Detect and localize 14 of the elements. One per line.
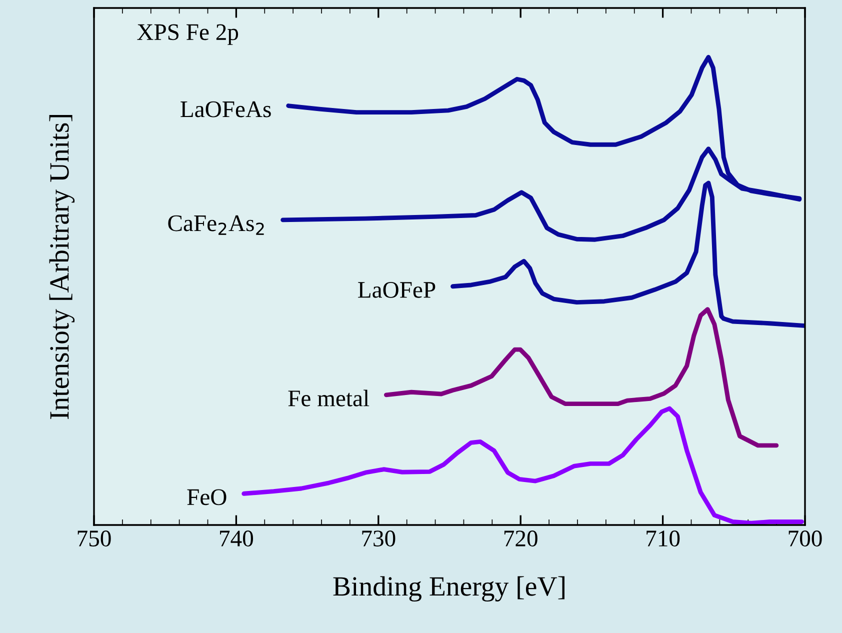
- y-axis-title: Intensioty [Arbitrary Units]: [49, 115, 75, 420]
- x-axis-title: Binding Energy [eV]: [333, 576, 564, 602]
- x-tick-label: 740: [220, 530, 254, 546]
- x-tick-label: 750: [78, 530, 111, 546]
- series-label: CaFe$_{2}$As$_{2}$: [168, 215, 264, 235]
- x-tick-label: 730: [362, 530, 396, 546]
- text: XPS Fe 2p: [137, 24, 238, 45]
- x-tick-label: 700: [788, 530, 822, 546]
- series-label: LaOFeAs: [180, 101, 271, 118]
- series-label: Fe metal: [288, 390, 370, 406]
- x-tick-label: 720: [504, 530, 538, 546]
- x-tick-label: 710: [646, 530, 680, 546]
- series-label: LaOFeP: [358, 282, 436, 298]
- series-label: FeO: [187, 489, 226, 506]
